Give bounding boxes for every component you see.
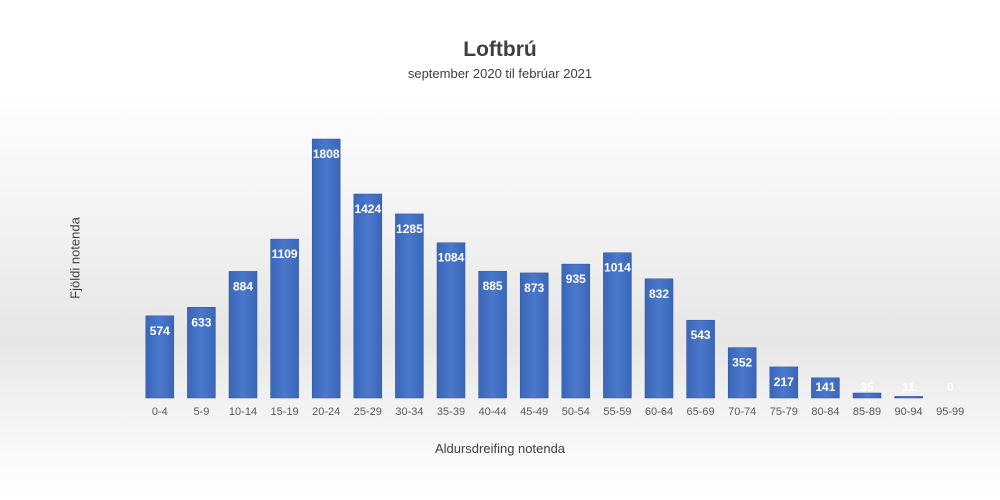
- bar-label-55-59: 1014: [604, 261, 631, 275]
- bar-50-54: [561, 263, 591, 399]
- bar-label-15-19: 1109: [272, 247, 298, 261]
- x-tick-label-15-19: 15-19: [271, 406, 299, 418]
- x-tick-label-45-49: 45-49: [520, 406, 548, 418]
- bar-15-19: [270, 238, 299, 399]
- bar-10-14: [228, 271, 258, 399]
- bar-label-10-14: 884: [233, 279, 253, 293]
- bar-label-80-84: 141: [815, 380, 835, 394]
- x-tick-label-95-99: 95-99: [936, 406, 964, 418]
- bar-label-20-24: 1808: [313, 147, 340, 161]
- bars: [145, 138, 923, 399]
- bar-label-75-79: 217: [774, 375, 794, 389]
- bar-label-30-34: 1285: [396, 222, 423, 236]
- bar-labels: 574 633 884 1109 1808 1424 1285 1084 885 873 935 10…: [150, 147, 954, 394]
- x-tick-label-90-94: 90-94: [895, 406, 923, 418]
- bar-label-60-64: 832: [649, 287, 669, 301]
- x-tick-label-55-59: 55-59: [603, 406, 631, 418]
- bar-label-5-9: 633: [191, 315, 211, 329]
- x-axis-ticks: 0-4 5-9 10-14 15-19 20-24 25-29 30-34 35-39 40-4…: [152, 406, 964, 418]
- bar-70-74: [727, 347, 757, 399]
- chart-subtitle: september 2020 til febrúar 2021: [407, 66, 593, 81]
- bar-80-84: [811, 377, 840, 399]
- bar-label-65-69: 543: [691, 328, 711, 342]
- bar-label-45-49: 873: [524, 281, 544, 295]
- x-tick-label-40-44: 40-44: [479, 406, 507, 418]
- bar-5-9: [187, 307, 216, 399]
- x-tick-label-65-69: 65-69: [687, 406, 715, 418]
- bar-label-40-44: 885: [483, 279, 503, 293]
- x-tick-label-30-34: 30-34: [395, 406, 423, 418]
- bar-55-59: [603, 252, 632, 399]
- chart-title: Loftbrú: [463, 38, 537, 61]
- bar-85-89: [852, 392, 882, 399]
- bar-label-95-99: 0: [947, 380, 954, 394]
- x-tick-label-85-89: 85-89: [853, 406, 881, 418]
- x-tick-label-50-54: 50-54: [562, 406, 590, 418]
- bar-label-0-4: 574: [150, 324, 170, 338]
- bar-65-69: [686, 319, 715, 399]
- x-tick-label-0-4: 0-4: [152, 406, 168, 418]
- bar-45-49: [519, 272, 549, 399]
- bar-label-85-89: 35: [860, 380, 874, 394]
- bar-60-64: [644, 278, 674, 399]
- x-tick-label-10-14: 10-14: [229, 406, 257, 418]
- bar-label-50-54: 935: [566, 272, 586, 286]
- x-tick-label-70-74: 70-74: [728, 406, 756, 418]
- bar-label-90-94: 11: [902, 380, 915, 394]
- bar-30-34: [395, 213, 424, 399]
- x-axis-label: Aldursdreifing notenda: [434, 441, 566, 456]
- bar-40-44: [478, 270, 507, 399]
- bar-label-70-74: 352: [732, 356, 752, 370]
- bar-label-35-39: 1084: [438, 251, 465, 265]
- bar-35-39: [436, 242, 466, 399]
- x-tick-label-20-24: 20-24: [312, 406, 340, 418]
- bar-label-25-29: 1424: [354, 202, 381, 216]
- bar-0-4: [145, 315, 175, 399]
- bar-20-24: [311, 138, 341, 399]
- bar-90-94: [894, 396, 923, 399]
- x-tick-label-5-9: 5-9: [193, 406, 209, 418]
- x-tick-label-35-39: 35-39: [437, 406, 465, 418]
- x-tick-label-75-79: 75-79: [770, 406, 798, 418]
- bar-25-29: [353, 193, 383, 399]
- bar-75-79: [769, 366, 799, 399]
- x-tick-label-80-84: 80-84: [811, 406, 839, 418]
- x-tick-label-25-29: 25-29: [354, 406, 382, 418]
- x-tick-label-60-64: 60-64: [645, 406, 673, 418]
